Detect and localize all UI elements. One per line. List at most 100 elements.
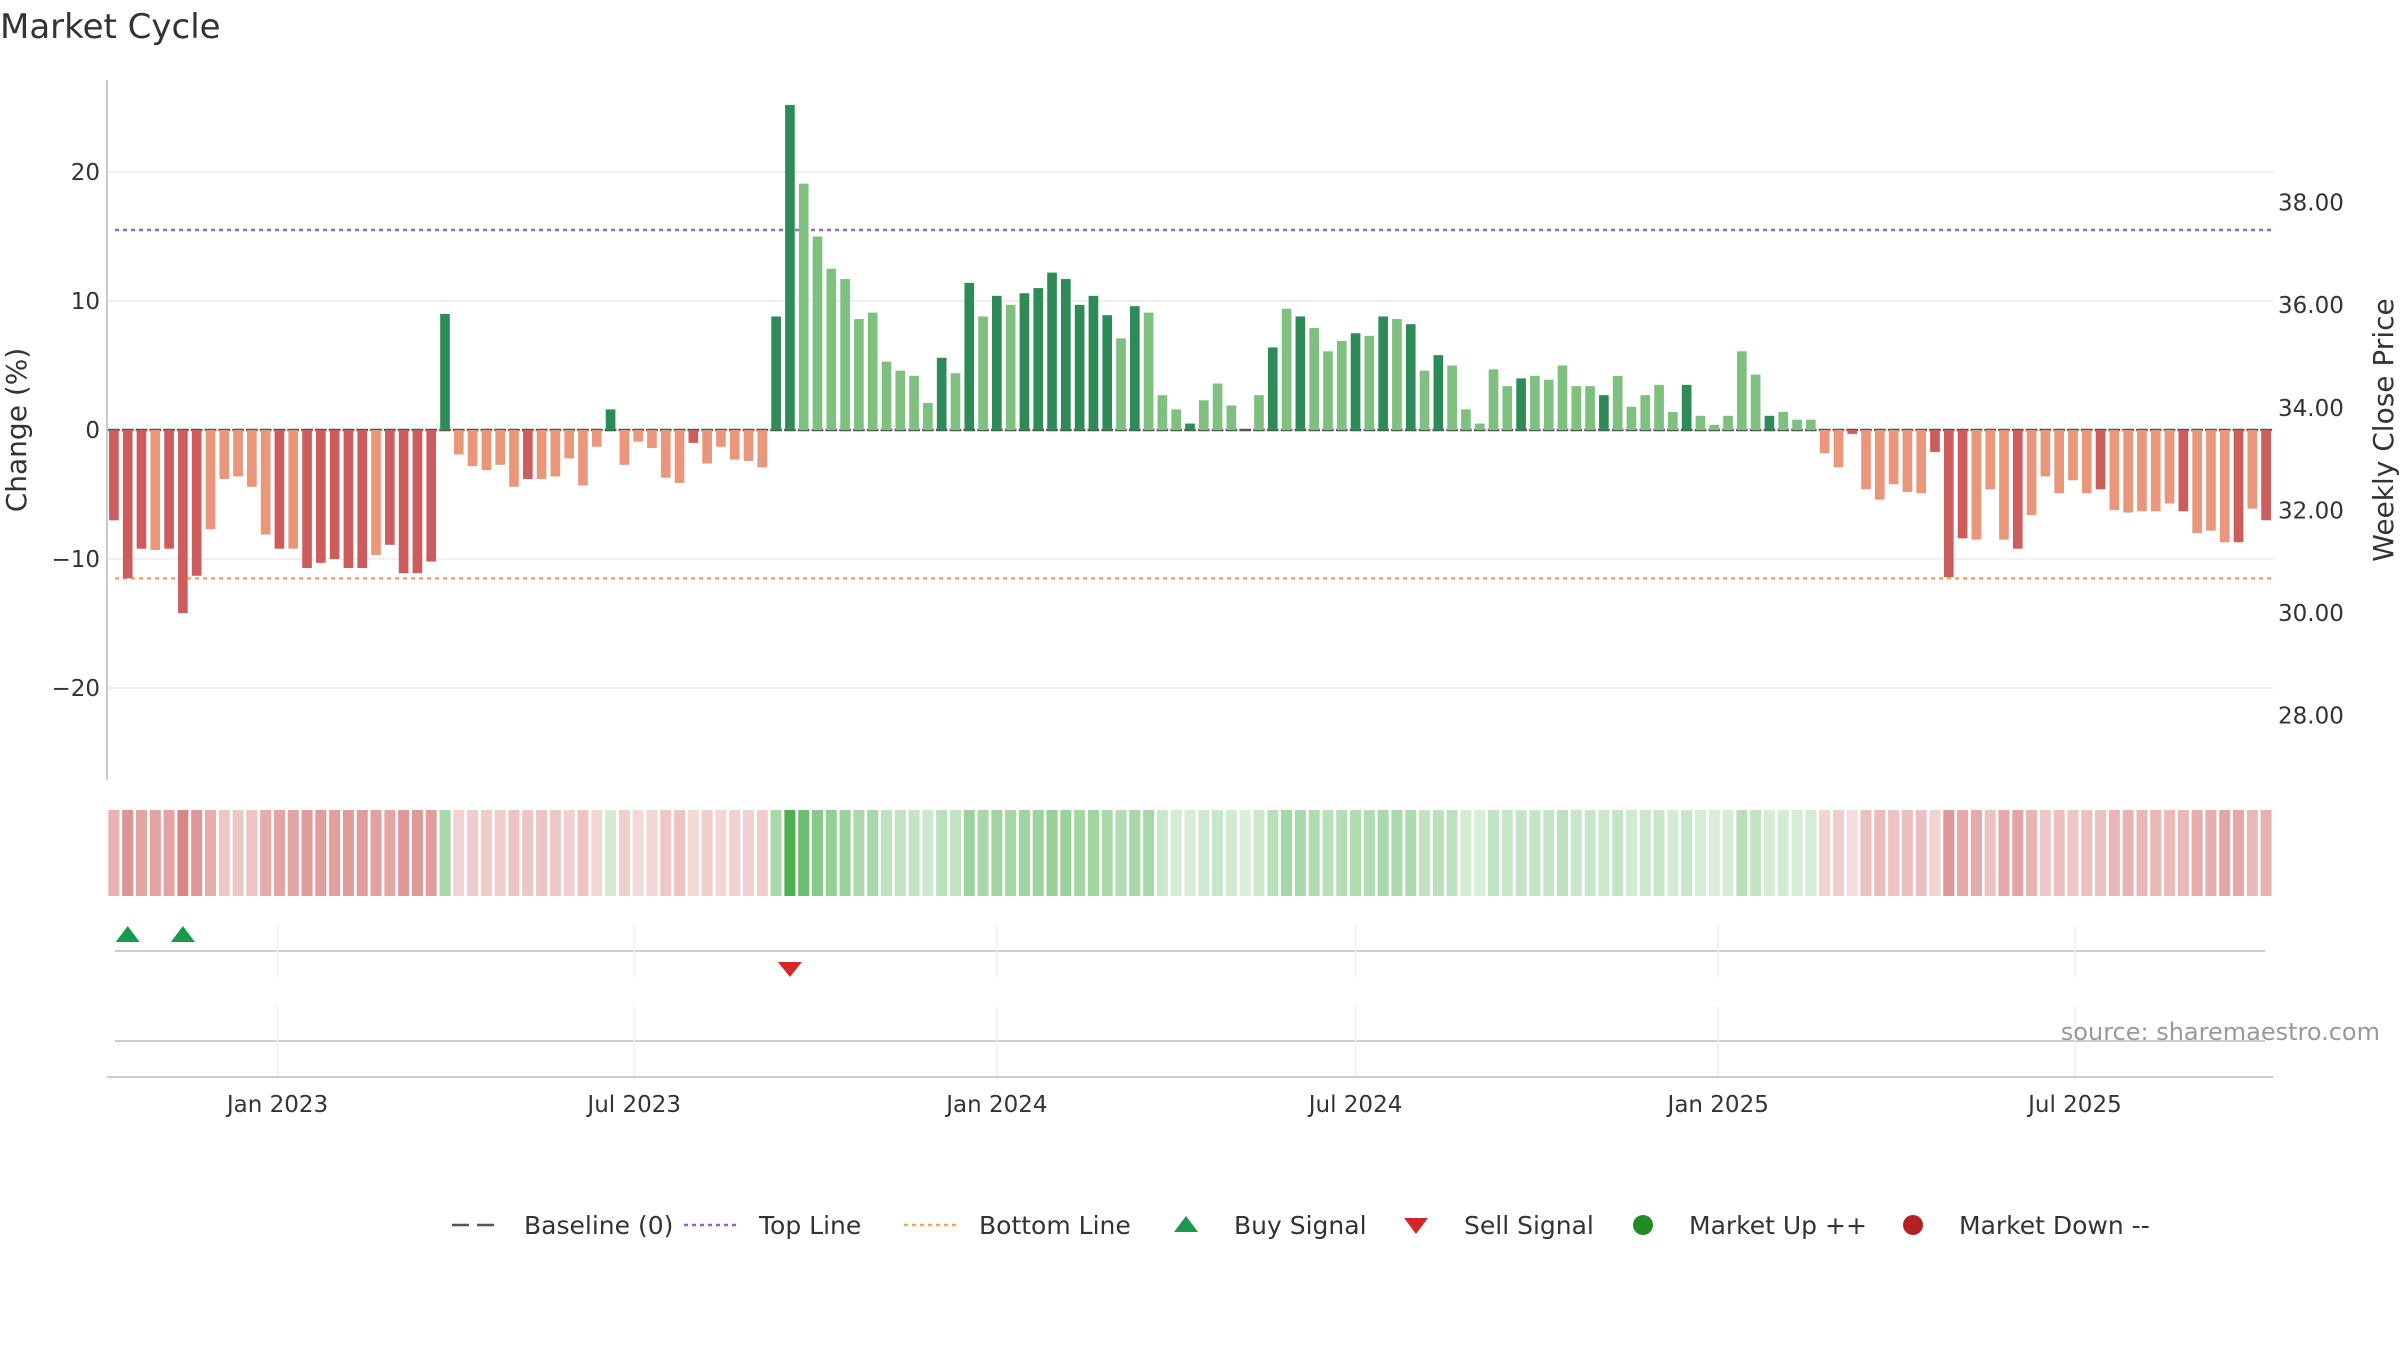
heat-cell	[1501, 810, 1513, 896]
heat-cell	[1984, 810, 1996, 896]
bar	[2123, 430, 2133, 513]
heat-cell	[1888, 810, 1900, 896]
bar	[1405, 324, 1416, 430]
heat-cell	[1832, 810, 1844, 896]
legend-label: Top Line	[758, 1211, 861, 1240]
bar	[1364, 335, 1375, 430]
heat-cell	[660, 810, 672, 896]
bar	[1143, 312, 1154, 430]
bar	[1047, 272, 1057, 430]
heat-cell	[1212, 810, 1224, 896]
heat-cell	[1860, 810, 1872, 896]
heat-cell	[1543, 810, 1555, 896]
heat-cell	[1184, 810, 1196, 896]
bar	[1281, 308, 1292, 430]
bar	[1198, 400, 1209, 430]
y-tick-label: 0	[85, 418, 100, 444]
bar	[1171, 409, 1182, 430]
heat-cell	[356, 810, 368, 896]
heat-cell	[743, 810, 755, 896]
bar	[1640, 395, 1651, 430]
heat-cell	[1474, 810, 1486, 896]
bar	[1323, 351, 1333, 430]
bar	[1212, 383, 1223, 430]
y2-tick-label: 34.00	[2278, 396, 2344, 422]
heat-cell	[1446, 810, 1458, 896]
heat-cell	[2136, 810, 2148, 896]
legend-label: Sell Signal	[1464, 1211, 1594, 1240]
bar	[522, 430, 533, 480]
bar	[909, 375, 919, 430]
x-tick-label: Jan 2023	[225, 1092, 328, 1118]
bar	[1626, 406, 1637, 430]
bar	[109, 430, 119, 521]
heat-cell	[1322, 810, 1334, 896]
heat-cell	[1101, 810, 1113, 896]
bar	[122, 430, 133, 579]
heat-cell	[715, 810, 727, 896]
heat-cell	[1556, 810, 1569, 896]
bar	[2233, 430, 2244, 543]
heat-cell	[1129, 810, 1141, 896]
bar	[1833, 430, 1844, 468]
heat-cell	[1722, 810, 1734, 896]
heat-cell	[467, 810, 479, 896]
heat-cell	[1391, 810, 1403, 896]
bar	[674, 430, 685, 483]
heat-cell	[2232, 810, 2245, 896]
bar	[1819, 430, 1830, 454]
bar	[1157, 395, 1168, 430]
bar	[1392, 319, 1402, 430]
bar	[247, 430, 257, 487]
x-tick-label: Jan 2025	[1666, 1092, 1769, 1118]
heat-cell	[246, 810, 258, 896]
y-axis-ticks: 20 10 0 −10 −20	[51, 160, 100, 702]
heat-cell	[1667, 810, 1679, 896]
bar	[660, 430, 671, 478]
heat-cell	[1515, 810, 1527, 896]
bar	[1254, 395, 1264, 430]
heat-cell	[756, 810, 768, 896]
bar	[191, 430, 202, 576]
bar	[1957, 430, 1968, 539]
bar	[2054, 430, 2064, 494]
cycle-heat-strip	[108, 810, 2272, 896]
heat-cell	[1805, 810, 1817, 896]
bar	[992, 295, 1002, 430]
heat-cell	[1336, 810, 1348, 896]
heat-cell	[260, 810, 272, 896]
legend-item: Market Down --	[1903, 1211, 2150, 1240]
bar	[1530, 375, 1540, 430]
y2-axis-ticks: 38.00 36.00 34.00 32.00 30.00 28.00	[2278, 191, 2344, 730]
bar	[453, 430, 464, 455]
bar	[398, 430, 409, 574]
heat-cell	[1350, 810, 1362, 896]
heat-cell	[2053, 810, 2065, 896]
heat-cell	[1653, 810, 1665, 896]
triangle-down-icon	[1404, 1218, 1428, 1234]
heat-cell	[1529, 810, 1541, 896]
x-tick-label: Jul 2023	[585, 1092, 681, 1118]
bar-series	[108, 104, 2272, 614]
bar	[440, 313, 450, 430]
heat-cell	[908, 810, 920, 896]
bar	[1102, 315, 1113, 430]
bar	[2219, 430, 2230, 543]
legend-label: Market Up ++	[1689, 1211, 1867, 1240]
bar	[302, 430, 312, 569]
bar	[1847, 430, 1858, 434]
heat-cell	[784, 810, 796, 896]
heat-cell	[591, 810, 603, 896]
heat-cell	[163, 810, 175, 896]
signal-panel	[115, 926, 2265, 977]
buy-signal-marker	[170, 926, 195, 942]
heat-cell	[384, 810, 396, 896]
heat-cell	[2081, 810, 2093, 896]
heat-cell	[963, 810, 975, 896]
bar	[619, 430, 630, 465]
heat-cell	[1901, 810, 1913, 896]
y-tick-label: −10	[51, 547, 100, 573]
bar	[1764, 415, 1775, 430]
bar	[1502, 386, 1513, 430]
heat-cell	[439, 810, 451, 896]
